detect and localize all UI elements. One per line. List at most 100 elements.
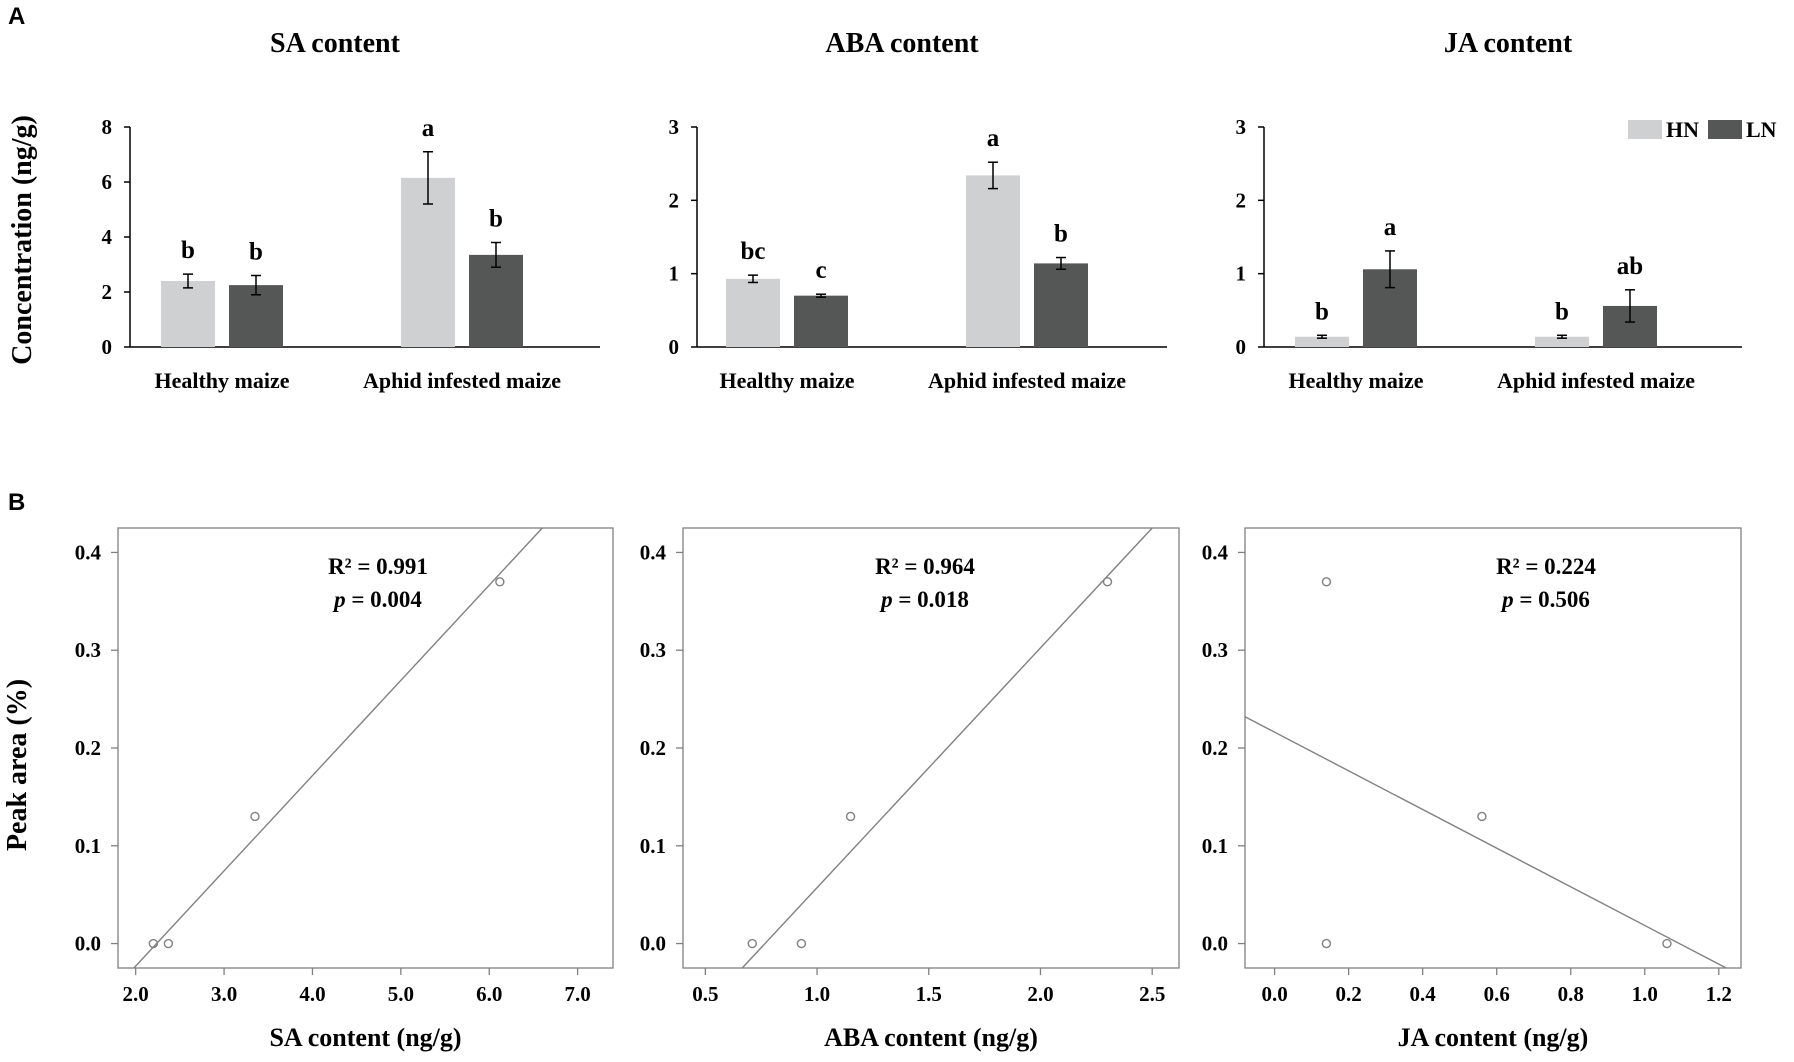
data-point: [1662, 938, 1672, 949]
y-axis-label: Concentration (ng/g): [7, 115, 38, 365]
y-tick-label: 0.0: [640, 932, 666, 956]
y-tick-label: 0: [669, 335, 680, 359]
x-tick-label: 1.2: [1706, 982, 1732, 1006]
category-label: Healthy maize: [1288, 368, 1423, 393]
p-value: = 0.004: [346, 587, 423, 612]
chart-title: ABA content: [825, 28, 979, 59]
significance-letter: b: [489, 206, 503, 233]
panel-label-b: B: [8, 489, 25, 516]
category-label: Aphid infested maize: [1497, 368, 1695, 393]
x-tick-label: 0.2: [1336, 982, 1362, 1006]
y-tick-label: 1: [669, 262, 680, 286]
significance-letter: b: [181, 237, 195, 264]
significance-letter: a: [1384, 214, 1397, 241]
data-point: [250, 811, 260, 822]
y-tick-label: 0.0: [75, 932, 101, 956]
x-tick-label: 6.0: [476, 982, 502, 1006]
regression-line: [741, 528, 1153, 968]
bar-hn: [726, 278, 780, 347]
y-tick-label: 0.1: [75, 834, 101, 858]
panel-label-a: A: [8, 3, 25, 30]
category-label: Aphid infested maize: [928, 368, 1126, 393]
legend-label-ln: LN: [1746, 117, 1777, 142]
p-value: = 0.506: [1514, 587, 1590, 612]
x-tick-label: 0.8: [1558, 982, 1584, 1006]
sa-peak-area-scatter: 0.0 0.1 0.2 0.3 0.4 2.0 3.0 4.0 5.0 6.0 7.0 R² = 0.…: [2, 527, 614, 1052]
p-value: = 0.018: [893, 587, 969, 612]
aba-content-bar-chart: ABA content 0 1 2 3 bc a c b Healthy maize Aphid i…: [669, 28, 1167, 393]
p-value-label: p = 0.004: [332, 587, 422, 612]
data-point: [163, 938, 174, 949]
x-axis-label: ABA content (ng/g): [824, 1023, 1038, 1052]
y-tick-label: 2: [102, 280, 113, 304]
x-tick-label: 1.5: [916, 982, 942, 1006]
y-tick-label: 4: [102, 225, 113, 249]
x-tick-label: 0.5: [692, 982, 718, 1006]
data-point: [747, 938, 757, 949]
bar-hn: [966, 175, 1020, 347]
significance-letter: b: [1054, 221, 1068, 248]
data-point: [1321, 938, 1332, 949]
x-tick-label: 1.0: [1632, 982, 1658, 1006]
significance-letter: b: [1315, 298, 1329, 325]
significance-letter: a: [422, 115, 435, 142]
x-tick-label: 0.0: [1261, 982, 1287, 1006]
x-tick-label: 4.0: [299, 982, 325, 1006]
chart-title: SA content: [270, 28, 401, 59]
regression-line: [1245, 716, 1727, 968]
data-point: [1102, 577, 1113, 587]
data-point: [796, 938, 807, 949]
p-value-label: p = 0.018: [879, 587, 969, 612]
y-tick-label: 0: [1236, 335, 1247, 359]
y-tick-label: 0.3: [640, 638, 666, 662]
y-tick-label: 6: [102, 170, 113, 194]
data-point: [1477, 811, 1487, 822]
data-point: [1321, 577, 1332, 587]
y-tick-label: 0: [102, 335, 113, 359]
y-tick-label: 0.3: [75, 638, 101, 662]
bar-hn: [161, 281, 215, 347]
bar-hn: [401, 177, 455, 347]
x-tick-label: 3.0: [211, 982, 237, 1006]
x-tick-label: 1.0: [804, 982, 830, 1006]
aba-peak-area-scatter: 0.0 0.1 0.2 0.3 0.4 0.5 1.0 1.5 2.0 2.5 R² = 0.964…: [640, 527, 1180, 1052]
significance-letter: ab: [1617, 253, 1643, 280]
plot-frame: [1244, 527, 1742, 969]
data-point: [495, 577, 505, 587]
y-tick-label: 0.2: [640, 736, 666, 760]
legend-swatch-ln: [1708, 120, 1742, 139]
y-tick-label: 0.1: [640, 834, 666, 858]
significance-letter: c: [815, 257, 826, 284]
ja-peak-area-scatter: 0.0 0.1 0.2 0.3 0.4 0.0 0.2 0.4 0.6 0.8 1.0 1.2 R² =…: [1202, 527, 1742, 1052]
significance-letter: b: [1555, 298, 1569, 325]
regression-line: [133, 528, 543, 968]
x-tick-label: 2.0: [123, 982, 149, 1006]
r-squared-label: R² = 0.224: [1496, 554, 1596, 579]
y-tick-label: 0.1: [1202, 834, 1228, 858]
y-tick-label: 2: [669, 188, 680, 212]
bar-ln: [469, 254, 523, 347]
bar-hn: [1535, 336, 1589, 347]
y-tick-label: 1: [1236, 262, 1247, 286]
y-tick-label: 8: [102, 115, 113, 139]
y-tick-label: 0.4: [1202, 540, 1229, 564]
p-value-label: p = 0.506: [1500, 587, 1590, 612]
x-tick-label: 7.0: [565, 982, 591, 1006]
data-point: [148, 938, 159, 949]
ja-content-bar-chart: JA content 0 1 2 3 b b a ab Healthy maize Aphid in…: [1236, 28, 1777, 393]
category-label: Healthy maize: [719, 368, 854, 393]
category-label: Healthy maize: [154, 368, 289, 393]
r-squared-label: R² = 0.991: [328, 554, 428, 579]
x-axis-label: JA content (ng/g): [1398, 1023, 1589, 1052]
bar-hn: [1295, 336, 1349, 347]
data-point: [845, 811, 856, 822]
legend-label-hn: HN: [1666, 117, 1699, 142]
y-tick-label: 3: [669, 115, 680, 139]
y-tick-label: 0.0: [1202, 932, 1228, 956]
sa-content-bar-chart: SA content 0 2 4 6 8 b a b b Healthy maize Aphid in…: [7, 28, 600, 393]
r-squared-label: R² = 0.964: [875, 554, 975, 579]
y-tick-label: 2: [1236, 188, 1247, 212]
bar-ln: [1034, 263, 1088, 347]
